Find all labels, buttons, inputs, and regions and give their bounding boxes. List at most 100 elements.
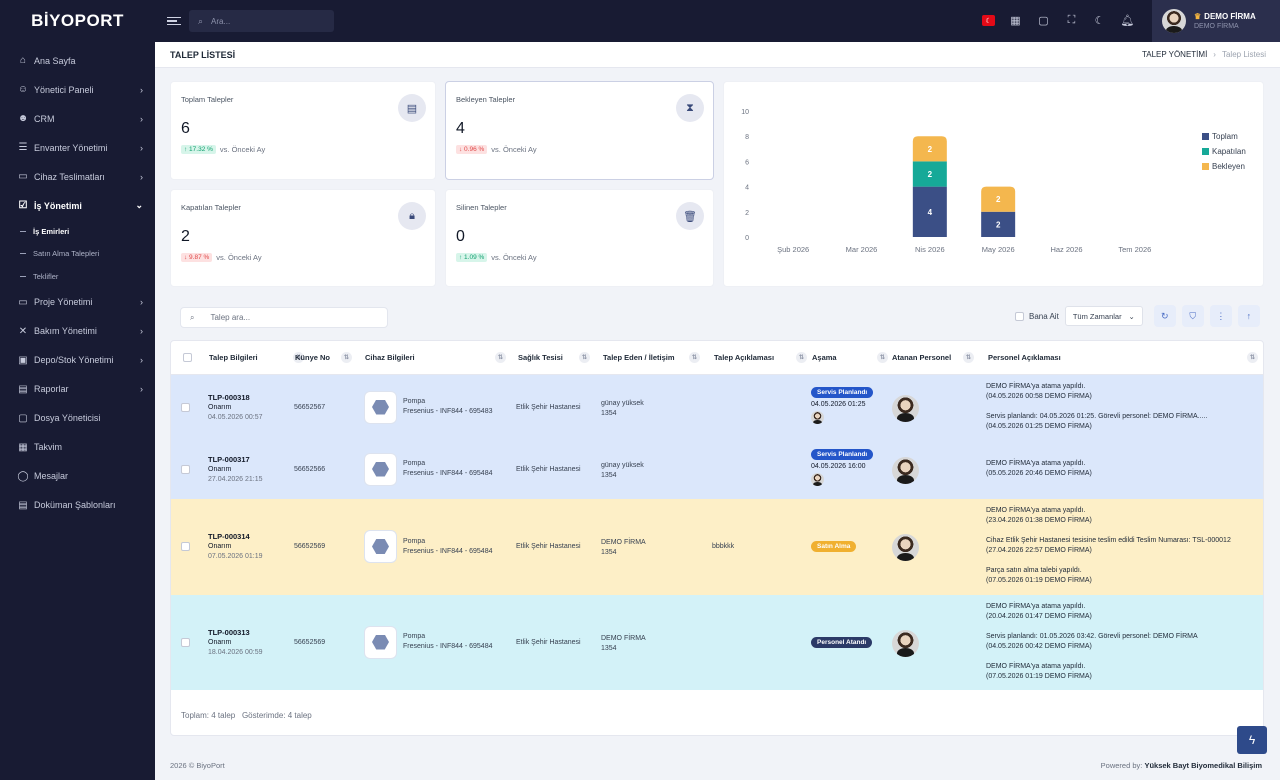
row-checkbox[interactable] xyxy=(181,402,190,412)
notification-bell-icon[interactable]: 🔔︎ xyxy=(1120,15,1135,27)
assigned-staff-avatar[interactable] xyxy=(892,456,919,484)
sidebar-item-label: Depo/Stok Yönetimi xyxy=(34,355,114,365)
fullscreen-icon[interactable]: ⛶ xyxy=(1067,14,1076,26)
stage-badge: Servis Planlandı xyxy=(811,448,874,460)
stat-card-pending: Bekleyen Talepler 4 ↓ 0.96 % vs. Önceki A… xyxy=(445,81,714,180)
sort-icon[interactable]: ⇅ xyxy=(495,352,506,363)
note-line: DEMO FİRMA'ya atama yapıldı. xyxy=(986,459,1086,467)
sidebar-item[interactable]: ▭ Proje Yönetimi › xyxy=(0,288,155,317)
hamburger-menu-icon[interactable] xyxy=(167,16,181,26)
column-header[interactable]: Personel Açıklaması xyxy=(988,353,1061,362)
row-checkbox[interactable] xyxy=(181,637,190,647)
sidebar-item[interactable]: ▢ Dosya Yöneticisi xyxy=(0,404,155,433)
more-options-button[interactable]: ⋮ xyxy=(1209,305,1232,327)
row-checkbox[interactable] xyxy=(181,464,190,474)
stat-note: vs. Önceki Ay xyxy=(216,253,262,262)
dark-mode-moon-icon[interactable]: ☾ xyxy=(1094,15,1105,27)
request-id[interactable]: TLP-000313 xyxy=(208,627,250,637)
mine-filter-checkbox[interactable] xyxy=(1015,311,1024,321)
apps-grid-icon[interactable]: ▦ xyxy=(1010,15,1021,27)
row-checkbox[interactable] xyxy=(181,542,190,551)
sort-icon[interactable]: ⇅ xyxy=(1247,352,1258,363)
filter-button[interactable]: ⛉ xyxy=(1181,305,1204,327)
request-id[interactable]: TLP-000318 xyxy=(208,392,250,402)
mine-filter[interactable]: Bana Ait xyxy=(1015,311,1059,321)
quick-action-button[interactable]: ϟ xyxy=(1237,726,1267,754)
column-header[interactable]: Talep Bilgileri xyxy=(209,353,258,362)
sort-icon[interactable]: ⇅ xyxy=(877,352,888,363)
sidebar-item[interactable]: ▦ Takvim xyxy=(0,433,155,462)
column-header[interactable]: Talep Açıklaması xyxy=(714,353,775,362)
table-row[interactable]: TLP-000318 Onarım 04.05.2026 00:57 56652… xyxy=(171,375,1263,440)
users-icon: ☻ xyxy=(17,113,29,124)
shopping-bag-icon[interactable]: ▢ xyxy=(1038,15,1049,27)
powered-by-brand[interactable]: Yüksek Bayt Biyomedikal Bilişim xyxy=(1144,761,1262,770)
request-id[interactable]: TLP-000314 xyxy=(208,532,250,541)
column-header[interactable]: Sağlık Tesisi xyxy=(518,353,563,362)
sidebar-subitem[interactable]: Satın Alma Talepleri xyxy=(0,243,155,266)
stat-value: 4 xyxy=(456,120,465,137)
global-search-input[interactable]: ⌕ Ara... xyxy=(189,10,334,32)
sidebar-item[interactable]: ☑ İş Yönetimi ⌄ xyxy=(0,191,155,220)
stat-label: Toplam Talepler xyxy=(181,95,234,104)
user-profile-button[interactable]: ♛ DEMO FİRMA DEMO FİRMA xyxy=(1152,0,1280,42)
note-line: DEMO FİRMA'ya atama yapıldı. xyxy=(986,507,1086,514)
x-tick-label: Tem 2026 xyxy=(1118,245,1151,254)
legend-item[interactable]: Toplam xyxy=(1202,132,1246,141)
request-search-input[interactable]: ⌕ Talep ara... xyxy=(180,307,388,328)
sidebar-nav: ⌂ Ana Sayfa ☺ Yönetici Paneli › ☻ CRM › ☰ Envante… xyxy=(0,42,155,520)
database-icon: ☰ xyxy=(18,142,28,153)
file-icon: ▢ xyxy=(18,412,28,424)
sidebar-item[interactable]: ▣ Depo/Stok Yönetimi › xyxy=(0,346,155,375)
sort-icon[interactable]: ⇅ xyxy=(796,352,807,363)
stat-note: vs. Önceki Ay xyxy=(219,145,266,154)
request-id[interactable]: TLP-000317 xyxy=(208,454,250,464)
sidebar-item[interactable]: ▭ Cihaz Teslimatları › xyxy=(0,162,155,191)
sort-icon[interactable]: ⇅ xyxy=(689,352,700,363)
time-range-select[interactable]: Tüm Zamanlar ⌄ xyxy=(1064,306,1143,326)
sidebar-subitem-label: Teklifler xyxy=(33,271,59,281)
column-header[interactable]: Cihaz Bilgileri xyxy=(365,353,415,362)
table-row[interactable]: TLP-000314 Onarım 07.05.2026 01:19 56652… xyxy=(171,499,1263,595)
brand-logo[interactable]: BİYOPORT xyxy=(31,11,124,30)
sidebar-item[interactable]: ☰ Envanter Yönetimi › xyxy=(0,133,155,162)
sidebar-item[interactable]: ☺ Yönetici Paneli › xyxy=(0,75,155,104)
chevron-right-icon: › xyxy=(140,297,143,307)
assigned-staff-avatar[interactable] xyxy=(892,629,919,657)
sort-icon[interactable]: ⇅ xyxy=(963,352,974,363)
select-all-checkbox[interactable] xyxy=(183,353,192,362)
export-button[interactable]: ↑ xyxy=(1237,305,1260,327)
language-flag-icon[interactable]: ☾ xyxy=(982,15,995,26)
column-header[interactable]: Talep Eden / İletişim xyxy=(603,353,675,362)
assigned-staff-avatar[interactable] xyxy=(892,394,919,422)
table-row[interactable]: TLP-000313 Onarım 18.04.2026 00:59 56652… xyxy=(171,595,1263,690)
chevron-right-icon: › xyxy=(140,113,143,124)
sidebar-item-label: Doküman Şablonları xyxy=(34,500,116,510)
column-header[interactable]: Aşama xyxy=(812,353,837,362)
note-line: Parça satın alma talebi yapıldı. xyxy=(986,567,1082,574)
sidebar-subitem[interactable]: İş Emirleri xyxy=(0,220,155,243)
column-header[interactable]: Künye No xyxy=(295,353,331,362)
sort-icon[interactable]: ⇅ xyxy=(579,352,590,363)
sort-icon[interactable]: ⇅ xyxy=(293,352,304,363)
sidebar-item[interactable]: ✕ Bakım Yönetimi › xyxy=(0,317,155,346)
bar-segment xyxy=(981,211,1016,237)
search-icon: ⌕ xyxy=(190,312,195,322)
legend-item[interactable]: Kapatılan xyxy=(1202,147,1246,156)
assigned-staff-avatar[interactable] xyxy=(892,534,919,561)
column-header[interactable]: Atanan Personel xyxy=(892,353,952,362)
legend-item[interactable]: Bekleyen xyxy=(1202,162,1246,171)
sidebar-subitem[interactable]: Teklifler xyxy=(0,265,155,288)
sidebar-item[interactable]: ☻ CRM › xyxy=(0,104,155,133)
sidebar-item[interactable]: ⌂ Ana Sayfa xyxy=(0,46,155,75)
table-row[interactable]: TLP-000317 Onarım 27.04.2026 21:15 56652… xyxy=(171,440,1263,499)
sort-icon[interactable]: ⇅ xyxy=(341,352,352,363)
stat-delta-badge: ↓ 9.87 % xyxy=(181,253,213,262)
chat-icon: ◯ xyxy=(17,470,29,482)
refresh-button[interactable]: ↻ xyxy=(1153,305,1176,327)
sidebar-item[interactable]: ▤ Doküman Şablonları xyxy=(0,491,155,520)
sidebar-item[interactable]: ▤ Raporlar › xyxy=(0,375,155,404)
sidebar-item[interactable]: ◯ Mesajlar xyxy=(0,462,155,491)
breadcrumb-parent[interactable]: TALEP YÖNETİMİ xyxy=(1141,50,1208,59)
note-line: Servis planlandı: 01.05.2026 03:42. Göre… xyxy=(986,632,1198,640)
